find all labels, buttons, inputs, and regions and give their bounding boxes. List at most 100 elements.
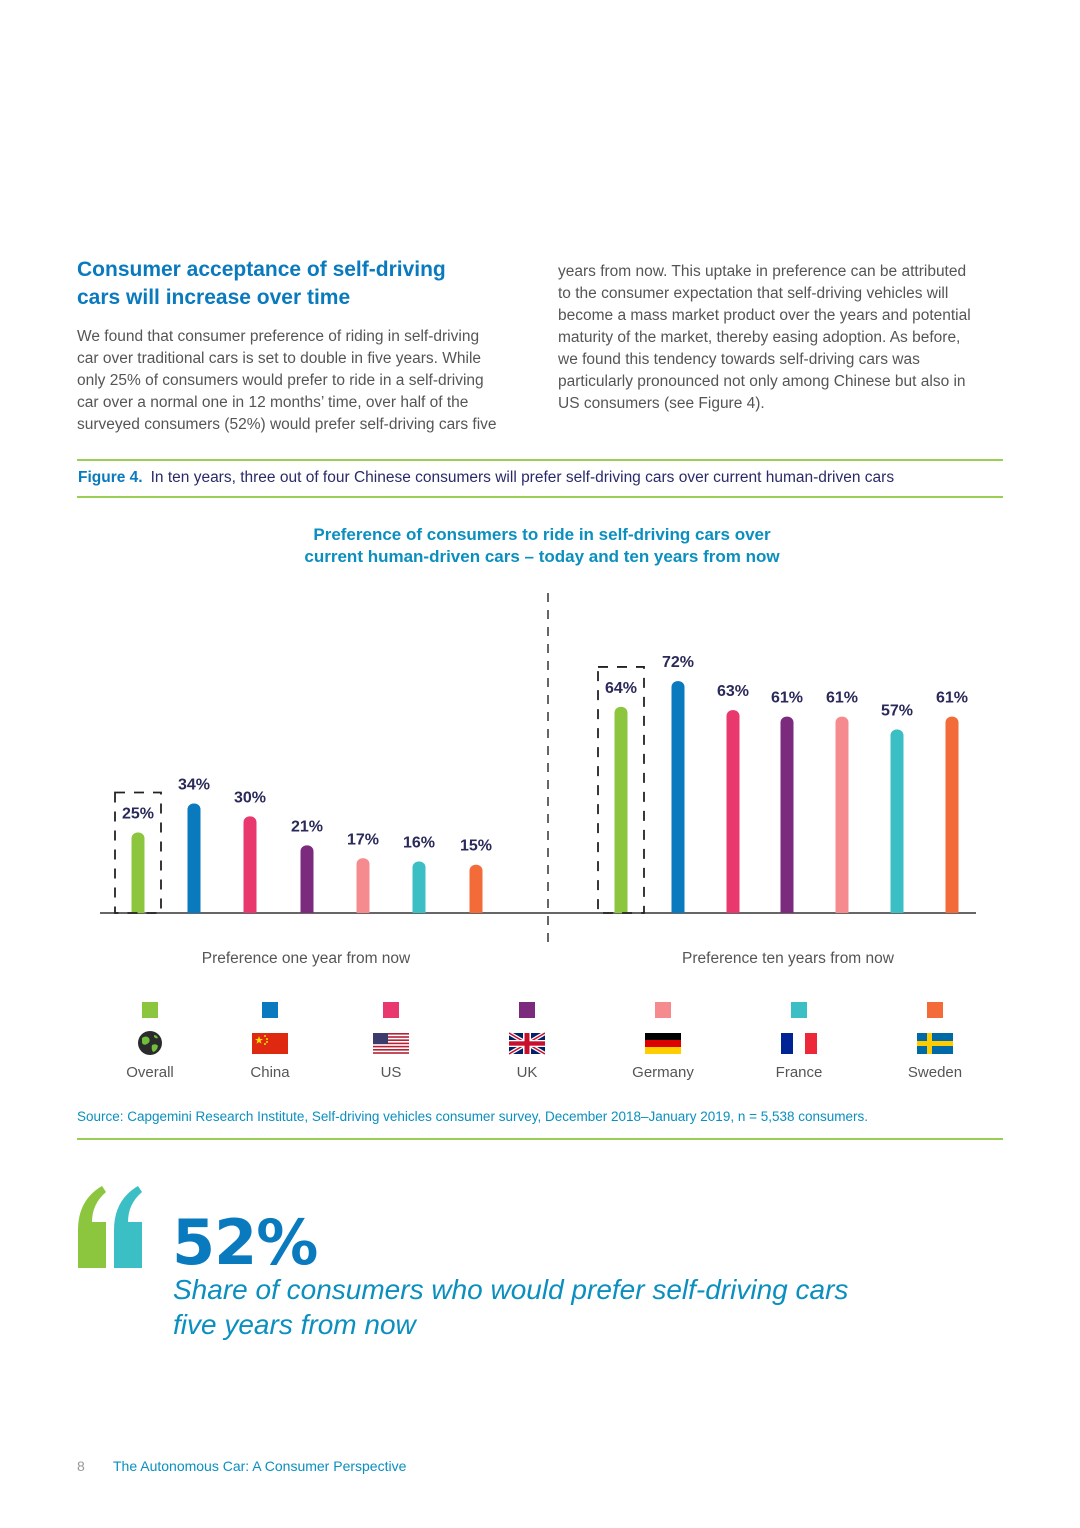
highlight-box xyxy=(114,791,162,914)
legend-item-france: France xyxy=(739,1002,859,1081)
section-heading-line2: cars will increase over time xyxy=(77,286,351,309)
legend-swatch xyxy=(927,1002,943,1018)
bar-base xyxy=(300,905,314,913)
legend-swatch xyxy=(791,1002,807,1018)
legend-label: France xyxy=(775,1064,823,1081)
text-line: we found this tendency towards self-driv… xyxy=(558,351,920,368)
sweden-flag-icon xyxy=(917,1030,953,1056)
legend-swatch xyxy=(142,1002,158,1018)
data-label: 16% xyxy=(403,834,435,851)
data-label: 30% xyxy=(234,789,266,806)
divider-bottom xyxy=(77,1138,1003,1140)
legend-label: Sweden xyxy=(907,1064,963,1081)
legend-swatch xyxy=(383,1002,399,1018)
bar-base xyxy=(412,905,426,913)
text-line: surveyed consumers (52%) would prefer se… xyxy=(77,416,497,433)
bar xyxy=(412,861,426,913)
bar-base xyxy=(945,905,959,913)
text-line: car over a normal one in 12 months’ time… xyxy=(77,394,469,411)
bar-base xyxy=(890,905,904,913)
legend-item-uk: UK xyxy=(467,1002,587,1081)
quote-mark-icon xyxy=(76,1182,148,1272)
bar xyxy=(187,803,201,913)
page-number: 8 xyxy=(77,1458,85,1474)
text-line: We found that consumer preference of rid… xyxy=(77,328,480,345)
callout-value: 52% xyxy=(172,1206,318,1279)
callout-line1: Share of consumers who would prefer self… xyxy=(173,1274,849,1305)
chart-title-line1: Preference of consumers to ride in self-… xyxy=(313,525,771,544)
bar-base xyxy=(469,905,483,913)
legend-label: Overall xyxy=(126,1064,174,1081)
group-caption-one-year: Preference one year from now xyxy=(201,950,411,967)
legend: Overall China xyxy=(0,1002,1080,1092)
legend-label: China xyxy=(250,1064,290,1081)
bar-chart: 25% 34% 30% 21% 17% 16% 15% 64% 72% 63% 61% 61% 57% 6… xyxy=(100,593,976,947)
globe-icon xyxy=(132,1030,168,1056)
bar xyxy=(890,729,904,913)
legend-item-overall: Overall xyxy=(90,1002,210,1081)
legend-label: UK xyxy=(516,1064,538,1081)
data-label: 57% xyxy=(881,702,913,719)
germany-flag-icon xyxy=(645,1030,681,1056)
uk-flag-icon xyxy=(507,1030,547,1056)
footer-title: The Autonomous Car: A Consumer Perspecti… xyxy=(113,1458,407,1474)
bar xyxy=(356,858,370,913)
text-line: particularly pronounced not only among C… xyxy=(558,373,966,390)
data-label: 17% xyxy=(347,831,379,848)
body-text-left: We found that consumer preference of rid… xyxy=(77,326,517,436)
group-caption-ten-years: Preference ten years from now xyxy=(682,950,894,967)
france-flag-icon xyxy=(781,1030,817,1056)
callout-line2: five years from now xyxy=(173,1309,416,1340)
data-label: 21% xyxy=(291,818,323,835)
legend-swatch xyxy=(262,1002,278,1018)
bar xyxy=(945,716,959,913)
bar xyxy=(671,681,685,913)
source-note: Source: Capgemini Research Institute, Se… xyxy=(77,1109,869,1124)
body-text-right: years from now. This uptake in preferenc… xyxy=(558,261,998,415)
legend-item-us: US xyxy=(331,1002,451,1081)
divider-caption xyxy=(77,496,1003,498)
bar xyxy=(614,706,628,913)
data-label: 64% xyxy=(605,680,637,697)
bar-base xyxy=(726,905,740,913)
us-flag-icon xyxy=(373,1030,409,1056)
bar-base xyxy=(131,905,145,913)
chart-title-line2: current human-driven cars – today and te… xyxy=(304,547,780,566)
bar-base xyxy=(614,905,628,913)
data-label: 25% xyxy=(122,806,154,823)
figure-label: Figure 4. xyxy=(78,469,143,486)
data-label: 34% xyxy=(178,777,210,794)
china-flag-icon xyxy=(252,1030,288,1056)
bar-base xyxy=(671,905,685,913)
divider-top xyxy=(77,459,1003,461)
bar xyxy=(780,716,794,913)
data-label: 63% xyxy=(717,683,749,700)
bar-base xyxy=(243,905,257,913)
legend-item-china: China xyxy=(210,1002,330,1081)
bar xyxy=(469,864,483,913)
text-line: US consumers (see Figure 4). xyxy=(558,395,765,412)
text-line: car over traditional cars is set to doub… xyxy=(77,350,482,367)
bar xyxy=(726,710,740,913)
legend-label: US xyxy=(380,1064,402,1081)
text-line: only 25% of consumers would prefer to ri… xyxy=(77,372,484,389)
bar-base xyxy=(835,905,849,913)
bar xyxy=(835,716,849,913)
bar-base xyxy=(356,905,370,913)
data-label: 15% xyxy=(460,838,492,855)
text-line: to the consumer expectation that self-dr… xyxy=(558,285,949,302)
bar xyxy=(243,816,257,913)
section-heading: Consumer acceptance of self-driving cars… xyxy=(77,256,517,312)
legend-swatch xyxy=(655,1002,671,1018)
chart-title: Preference of consumers to ride in self-… xyxy=(200,524,884,568)
text-line: years from now. This uptake in preferenc… xyxy=(558,263,967,280)
data-label: 61% xyxy=(771,690,803,707)
legend-label: Germany xyxy=(632,1064,694,1081)
figure-caption-text: In ten years, three out of four Chinese … xyxy=(150,469,895,486)
data-label: 72% xyxy=(662,654,694,671)
highlight-box xyxy=(597,666,645,914)
bar-base xyxy=(187,905,201,913)
data-label: 61% xyxy=(936,690,968,707)
text-line: become a mass market product over the ye… xyxy=(558,307,971,324)
bar-base xyxy=(780,905,794,913)
